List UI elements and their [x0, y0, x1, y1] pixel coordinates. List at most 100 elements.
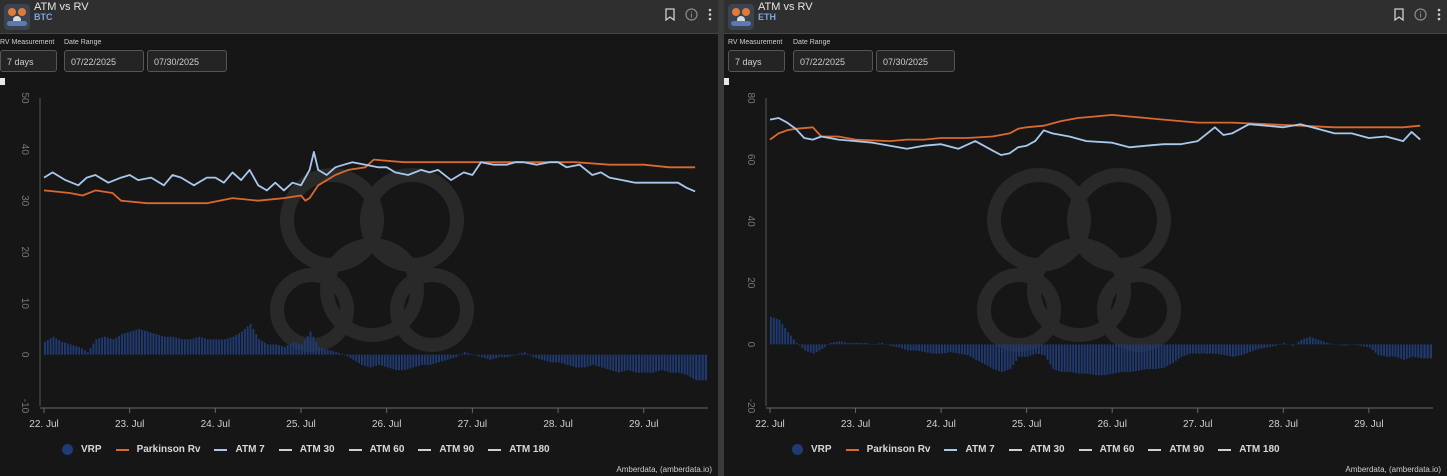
- vrp-bar: [1420, 344, 1423, 359]
- vrp-bar: [1340, 344, 1343, 346]
- info-icon[interactable]: [685, 8, 698, 26]
- more-options-icon[interactable]: [708, 8, 712, 26]
- vrp-bar: [1214, 344, 1217, 354]
- vrp-bar: [509, 354, 512, 357]
- vrp-bar: [101, 337, 103, 355]
- vrp-bar: [492, 354, 495, 359]
- legend-item[interactable]: VRP: [62, 444, 102, 455]
- x-tick-label: 26. Jul: [372, 419, 401, 430]
- legend-item[interactable]: ATM 30: [1008, 444, 1065, 455]
- vrp-bar: [1254, 344, 1257, 351]
- legend-item[interactable]: ATM 90: [418, 444, 474, 455]
- legend-label: VRP: [81, 444, 102, 455]
- rv-measurement-label: RV Measurement: [728, 39, 783, 46]
- vrp-bar: [298, 343, 301, 355]
- vrp-bar: [129, 331, 132, 355]
- vrp-bar: [46, 340, 49, 355]
- vrp-bar: [1077, 344, 1080, 374]
- vrp-bar: [115, 337, 118, 355]
- vrp-bar: [1106, 344, 1109, 375]
- x-tick-label: 27. Jul: [458, 419, 487, 430]
- vrp-bar: [1314, 338, 1317, 345]
- bookmark-icon[interactable]: [665, 8, 675, 26]
- legend-item[interactable]: ATM 60: [348, 444, 404, 455]
- vrp-bar: [612, 354, 615, 371]
- vrp-bar: [118, 335, 121, 355]
- vrp-bar: [206, 339, 209, 355]
- vrp-bar: [275, 344, 278, 355]
- vrp-bar: [1403, 344, 1405, 360]
- vrp-bar: [841, 341, 844, 345]
- vrp-bar: [506, 354, 509, 358]
- chart-toggle-handle[interactable]: [0, 78, 5, 85]
- vrp-bar: [866, 343, 869, 345]
- vrp-bar: [366, 354, 369, 367]
- x-tick-label: 26. Jul: [1097, 419, 1126, 430]
- vrp-bar: [66, 343, 69, 355]
- vrp-bar: [503, 354, 506, 358]
- vrp-bar: [312, 336, 315, 355]
- legend-item[interactable]: ATM 7: [944, 444, 995, 455]
- vrp-bar: [232, 336, 235, 355]
- vrp-bar: [955, 344, 958, 354]
- vrp-bar: [460, 353, 463, 355]
- date-start-input[interactable]: 07/22/2025: [64, 50, 144, 72]
- vrp-bar: [489, 354, 492, 360]
- legend-line-icon: [348, 448, 362, 451]
- vrp-bar: [363, 354, 366, 366]
- vrp-bar: [92, 343, 95, 355]
- bookmark-icon[interactable]: [1394, 8, 1404, 26]
- legend-item[interactable]: ATM 180: [1218, 444, 1280, 455]
- vrp-bar: [1223, 344, 1226, 356]
- info-icon[interactable]: [1414, 8, 1427, 26]
- x-tick-label: 22. Jul: [755, 419, 784, 430]
- vrp-bar: [686, 354, 689, 376]
- vrp-bar: [824, 344, 827, 347]
- vrp-bar: [923, 344, 926, 353]
- vrp-bar: [169, 336, 172, 355]
- vrp-bar: [595, 354, 598, 366]
- legend-line-icon: [1078, 448, 1092, 451]
- legend-item[interactable]: VRP: [792, 444, 832, 455]
- vrp-bar: [289, 343, 292, 355]
- vrp-bar: [1354, 344, 1357, 345]
- vrp-bar: [1240, 344, 1243, 356]
- legend-item[interactable]: Parkinson Rv: [845, 444, 930, 455]
- legend-label: VRP: [811, 444, 832, 455]
- vrp-bar: [904, 344, 906, 350]
- vrp-bar: [589, 354, 592, 366]
- vrp-bar: [355, 354, 358, 362]
- vrp-bar: [455, 354, 458, 358]
- rv-measurement-select[interactable]: 7 days: [0, 50, 57, 72]
- vrp-bar: [523, 352, 526, 355]
- more-options-icon[interactable]: [1437, 8, 1441, 26]
- legend-item[interactable]: Parkinson Rv: [115, 444, 200, 455]
- legend-label: ATM 90: [439, 444, 475, 455]
- y-tick-label: 60: [745, 154, 756, 166]
- x-tick-label: 25. Jul: [1012, 419, 1041, 430]
- vrp-bar: [89, 347, 92, 355]
- vrp-bar: [889, 344, 892, 346]
- legend-item[interactable]: ATM 30: [278, 444, 335, 455]
- date-start-input[interactable]: 07/22/2025: [793, 50, 873, 72]
- vrp-bar: [586, 354, 589, 367]
- vrp-bar: [975, 344, 978, 360]
- date-end-input[interactable]: 07/30/2025: [876, 50, 955, 72]
- vrp-bar: [369, 354, 372, 368]
- vrp-bar: [1032, 344, 1035, 355]
- legend-item[interactable]: ATM 90: [1148, 444, 1204, 455]
- rv-measurement-select[interactable]: 7 days: [728, 50, 785, 72]
- vrp-bar: [78, 346, 81, 355]
- legend-item[interactable]: ATM 7: [214, 444, 265, 455]
- vrp-bar: [155, 334, 158, 355]
- vrp-bar: [912, 344, 915, 351]
- parkinson-rv-line: [43, 158, 696, 205]
- legend-item[interactable]: ATM 180: [488, 444, 550, 455]
- legend-item[interactable]: ATM 60: [1078, 444, 1134, 455]
- x-tick-label: 28. Jul: [1269, 419, 1298, 430]
- chart-toggle-handle[interactable]: [724, 78, 729, 85]
- vrp-bar: [395, 354, 398, 371]
- date-range-label: Date Range: [64, 39, 102, 46]
- date-end-input[interactable]: 07/30/2025: [147, 50, 227, 72]
- vrp-bar: [778, 319, 781, 345]
